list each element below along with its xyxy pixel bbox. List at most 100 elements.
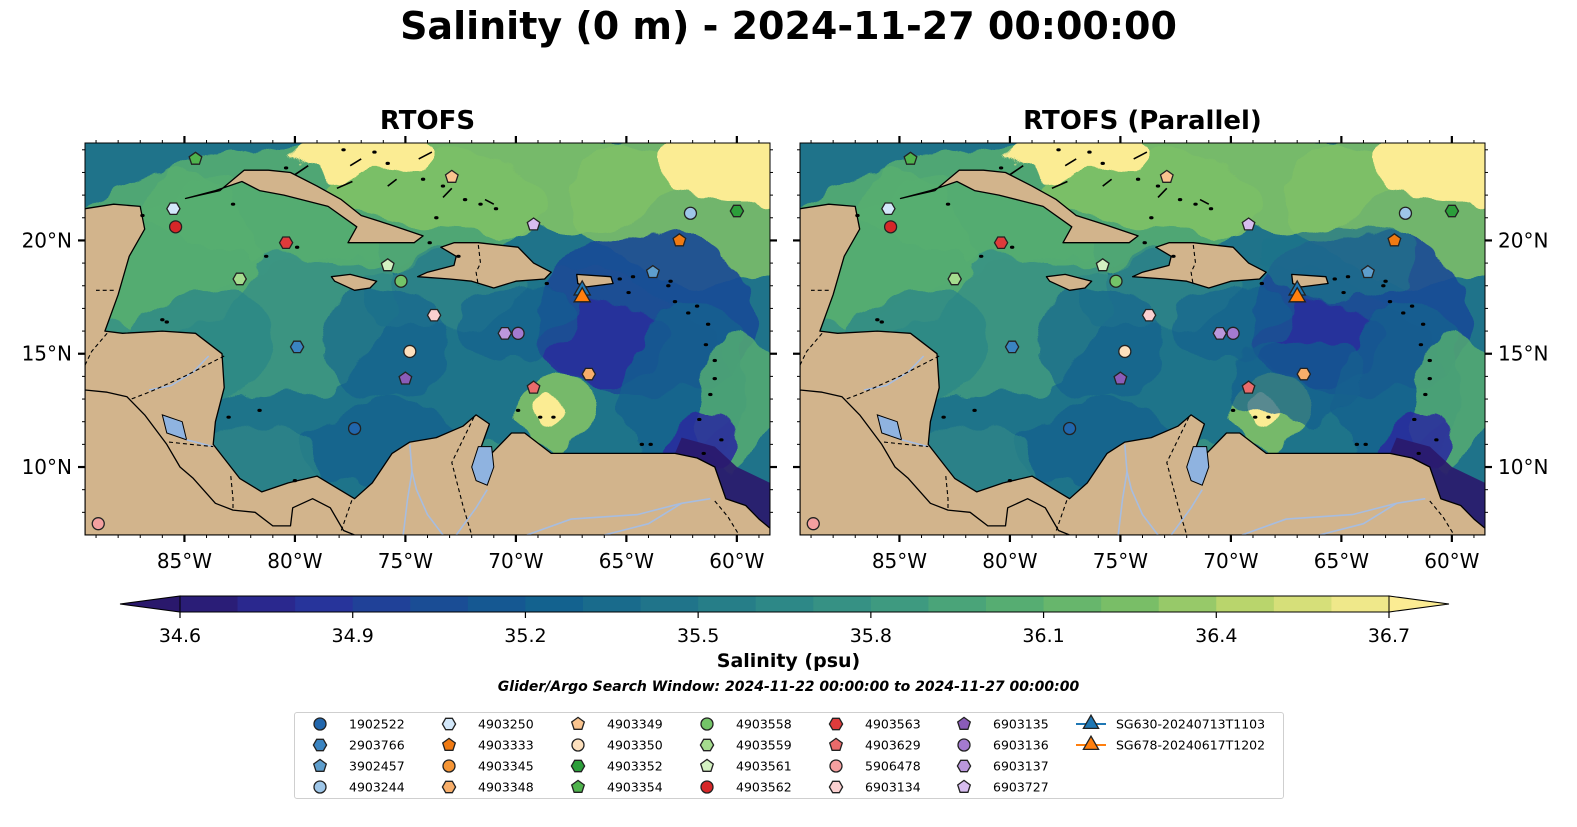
float-marker-1902522 — [1062, 421, 1077, 436]
legend-marker — [441, 780, 457, 794]
colorbar-extend-low — [119, 595, 181, 613]
float-marker-4903250 — [166, 202, 181, 216]
float-marker-4903562 — [168, 220, 183, 234]
float-marker-6903727 — [526, 217, 541, 231]
float-marker-4903629 — [526, 380, 541, 394]
float-marker-4903561 — [1095, 258, 1110, 272]
legend-entry: 4903354 — [570, 780, 663, 795]
colorbar-segment — [180, 596, 239, 612]
float-marker-4903558 — [394, 274, 408, 288]
land-jamaica — [330, 273, 378, 291]
colorbar-segment — [295, 596, 354, 612]
legend-label: 4903558 — [736, 717, 792, 732]
legend-marker — [312, 738, 328, 752]
legend-entry: SG630-20240713T1103 — [1076, 713, 1265, 732]
glider-marker-SG678-20240617T1202 — [572, 286, 592, 303]
legend-label: 4903629 — [865, 738, 921, 753]
legend-label: SG678-20240617T1202 — [1116, 738, 1265, 753]
legend-entry: 4903561 — [699, 758, 792, 774]
float-marker-4903250 — [881, 202, 896, 216]
float-marker-3902457 — [1360, 264, 1375, 279]
colorbar-extend-high — [1388, 595, 1450, 613]
legend-marker — [313, 780, 327, 794]
legend-entry: 6903135 — [956, 717, 1049, 732]
legend-label: 4903244 — [349, 780, 405, 795]
legend-entry: 4903345 — [442, 759, 534, 774]
legend-label: 5906478 — [865, 759, 921, 774]
lat-tick-label: 15°N — [1498, 342, 1548, 366]
float-marker-1902522 — [347, 421, 362, 436]
legend-label: 4903354 — [607, 780, 663, 795]
float-marker-4903354 — [903, 151, 918, 165]
legend-label: 6903134 — [865, 780, 921, 795]
legend-marker — [1082, 734, 1100, 751]
legend-label: 4903562 — [736, 780, 792, 795]
legend-entry: 4903352 — [570, 759, 663, 774]
legend-entry: 5906478 — [829, 759, 921, 774]
colorbar-tick-label: 35.5 — [677, 625, 719, 647]
legend-entry: 4903558 — [700, 717, 792, 732]
lon-tick-label: 60°W — [709, 549, 764, 573]
legend-label: 1902522 — [349, 717, 405, 732]
legend-entry: 6903134 — [828, 780, 921, 795]
float-marker-4903354 — [188, 151, 203, 165]
float-marker-6903136 — [1226, 326, 1240, 340]
lake-maracaibo — [471, 446, 495, 486]
legend-marker — [312, 758, 328, 772]
colorbar-tick-label: 35.2 — [504, 625, 546, 647]
float-marker-6903135 — [398, 371, 413, 385]
legend-label: 6903136 — [993, 738, 1049, 753]
legend-entry: 6903727 — [956, 779, 1049, 795]
legend-marker — [571, 738, 585, 752]
colorbar-segment — [986, 596, 1045, 612]
legend-marker — [442, 759, 456, 773]
colorbar-segment — [410, 596, 469, 612]
legend-label: 4903350 — [607, 738, 663, 753]
float-marker-4903563 — [993, 236, 1009, 250]
float-marker-4903559 — [232, 272, 248, 286]
float-marker-4903563 — [278, 236, 294, 250]
map-panel-rtofs-parallel: 85°W 80°W 75°W 70°W 65°W 60°W 10°N 15°N 20°N — [793, 136, 1548, 573]
colorbar-segment — [583, 596, 642, 612]
legend-marker — [699, 758, 715, 772]
land-puertorico — [576, 273, 614, 288]
lake-maracaibo — [1186, 446, 1210, 486]
colorbar-segment — [525, 596, 584, 612]
float-marker-4903349 — [444, 169, 459, 183]
legend-entry: 4903348 — [441, 780, 534, 795]
land-hispaniola — [416, 242, 552, 289]
legend-label: 2903766 — [349, 738, 405, 753]
panel-title-rtofs: RTOFS — [379, 106, 476, 136]
land-central — [85, 203, 770, 535]
legend-entry: 1902522 — [313, 717, 405, 732]
lon-tick-label: 70°W — [1203, 549, 1258, 573]
float-marker-4903244 — [683, 206, 698, 220]
float-marker-4903629 — [1241, 380, 1256, 394]
lon-tick-label: 85°W — [872, 549, 927, 573]
legend-marker — [441, 717, 457, 731]
lat-tick-label: 20°N — [22, 228, 72, 252]
float-marker-4903559 — [947, 272, 963, 286]
legend-entry: 4903629 — [828, 738, 921, 753]
float-marker-2903766 — [289, 340, 305, 354]
legend-label: 4903250 — [478, 717, 534, 732]
colorbar-segment — [1158, 596, 1217, 612]
legend-marker — [956, 779, 972, 793]
lon-tick-label: 80°W — [982, 549, 1037, 573]
float-marker-6903137 — [1212, 326, 1228, 340]
legend-label: 4903333 — [478, 738, 534, 753]
land-jamaica — [1045, 273, 1093, 291]
colorbar-segment — [1216, 596, 1275, 612]
lon-tick-label: 85°W — [157, 549, 212, 573]
colorbar-segment — [698, 596, 757, 612]
lat-tick-label: 10°N — [1498, 455, 1548, 479]
colorbar-segment — [870, 596, 929, 612]
legend-label: 6903137 — [993, 759, 1049, 774]
colorbar-tick-label: 35.8 — [850, 625, 892, 647]
legend-marker — [957, 738, 971, 752]
colorbar-tick-label: 36.1 — [1022, 625, 1064, 647]
colorbar-segment — [237, 596, 296, 612]
float-marker-5906478 — [91, 517, 105, 531]
lon-tick-label: 75°W — [1093, 549, 1148, 573]
float-marker-4903352 — [1444, 204, 1460, 218]
